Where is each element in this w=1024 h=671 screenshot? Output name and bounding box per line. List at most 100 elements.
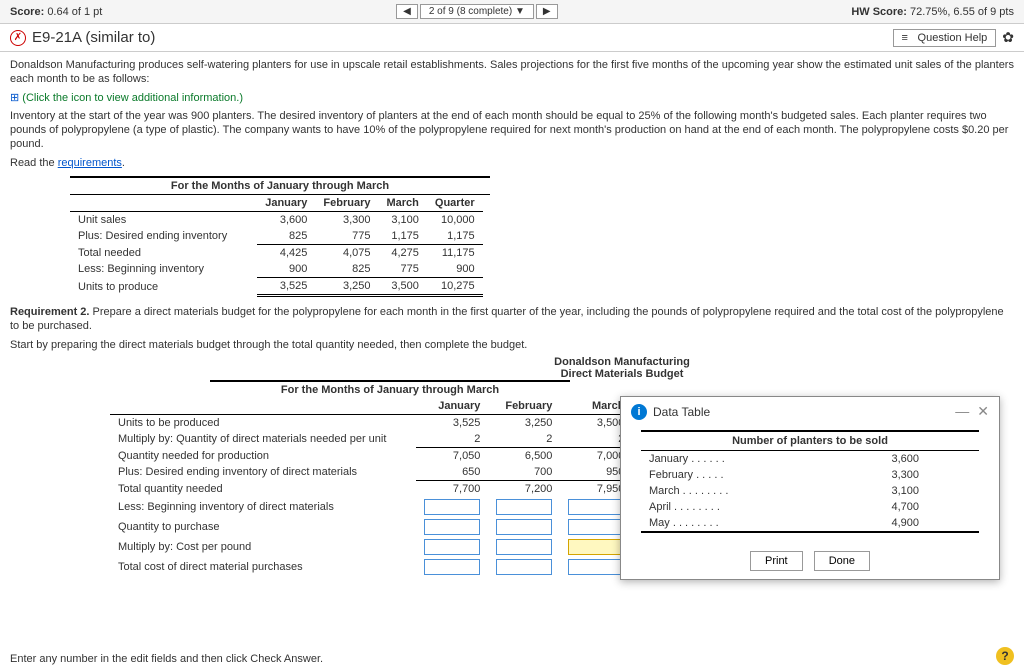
cell-value: 10,275 <box>427 278 483 296</box>
hw-score-label: HW Score: <box>851 6 907 18</box>
cell-value: 825 <box>257 228 315 245</box>
gear-icon[interactable]: ✿ <box>1002 29 1014 46</box>
popup-controls: — ✕ <box>955 403 989 420</box>
month-value: 3,300 <box>810 467 979 483</box>
close-icon[interactable]: ✕ <box>977 403 989 420</box>
minimize-icon[interactable]: — <box>955 403 969 420</box>
budget-input[interactable] <box>568 499 624 515</box>
cell-value: 4,075 <box>315 245 378 262</box>
cell-value: 775 <box>378 261 426 278</box>
budget-input[interactable] <box>424 559 480 575</box>
budget-input[interactable] <box>496 499 552 515</box>
month-value: 4,900 <box>810 515 979 532</box>
cell-value: 3,300 <box>315 212 378 229</box>
row-label: Less: Beginning inventory of direct mate… <box>110 497 416 517</box>
done-button[interactable]: Done <box>814 551 870 571</box>
row-label: Multiply by: Quantity of direct material… <box>110 431 416 448</box>
cell-value: 775 <box>315 228 378 245</box>
production-budget-table: For the Months of January through March … <box>70 176 1014 297</box>
hw-score-value: 72.75%, 6.55 of 9 pts <box>910 6 1014 18</box>
next-button[interactable]: ▶ <box>536 4 558 19</box>
cell-value: 3,525 <box>416 414 488 431</box>
table2-period: For the Months of January through March <box>210 380 570 398</box>
month-label: March . . . . . . . . <box>641 483 810 499</box>
row-label: Units to be produced <box>110 414 416 431</box>
click-info-link[interactable]: ⊞ (Click the icon to view additional inf… <box>10 91 1014 105</box>
month-label: January . . . . . . <box>641 451 810 468</box>
cell-value: 4,275 <box>378 245 426 262</box>
prev-button[interactable]: ◀ <box>396 4 418 19</box>
budget-input[interactable] <box>496 539 552 555</box>
cell-value: 3,250 <box>488 414 560 431</box>
problem-p2: Inventory at the start of the year was 9… <box>10 109 1014 152</box>
question-title: ✗ E9-21A (similar to) <box>10 29 155 46</box>
help-icon[interactable]: ? <box>996 647 1014 665</box>
cell-value: 3,600 <box>257 212 315 229</box>
score-label: Score: <box>10 6 44 18</box>
data-table-popup: i Data Table — ✕ Number of planters to b… <box>620 396 1000 580</box>
question-dropdown[interactable]: 2 of 9 (8 complete) ▼ <box>420 4 534 19</box>
cell-value: 3,525 <box>257 278 315 296</box>
popup-col-header: Number of planters to be sold <box>641 431 979 451</box>
wrong-icon: ✗ <box>10 30 26 46</box>
month-label: May . . . . . . . . <box>641 515 810 532</box>
read-requirements: Read the requirements. <box>10 156 1014 170</box>
cell-value: 700 <box>488 464 560 481</box>
nav-center: ◀ 2 of 9 (8 complete) ▼ ▶ <box>396 4 557 19</box>
cell-value: 7,700 <box>416 480 488 497</box>
popup-title: Data Table <box>653 405 710 419</box>
cell-value: 825 <box>315 261 378 278</box>
budget-input[interactable] <box>496 559 552 575</box>
requirement-2: Requirement 2. Prepare a direct material… <box>10 305 1014 334</box>
requirements-link[interactable]: requirements <box>58 157 122 169</box>
row-label: Total needed <box>70 245 257 262</box>
cell-value: 1,175 <box>378 228 426 245</box>
month-value: 4,700 <box>810 499 979 515</box>
hw-score-section: HW Score: 72.75%, 6.55 of 9 pts <box>851 6 1014 18</box>
popup-header: i Data Table — ✕ <box>621 397 999 426</box>
row-label: Plus: Desired ending inventory <box>70 228 257 245</box>
cell-value: 11,175 <box>427 245 483 262</box>
start-instruction: Start by preparing the direct materials … <box>10 338 1014 352</box>
company-name: Donaldson Manufacturing <box>230 356 1014 368</box>
title-bar: ✗ E9-21A (similar to) Question Help ✿ <box>0 24 1024 52</box>
help-box: Question Help ✿ <box>893 29 1014 47</box>
table1-title: For the Months of January through March <box>70 176 490 195</box>
footer-instruction: Enter any number in the edit fields and … <box>10 653 323 665</box>
print-button[interactable]: Print <box>750 551 803 571</box>
budget-input[interactable] <box>568 539 624 555</box>
budget-input[interactable] <box>568 519 624 535</box>
cell-value: 6,500 <box>488 447 560 464</box>
month-label: February . . . . . <box>641 467 810 483</box>
score-section: Score: 0.64 of 1 pt <box>10 6 102 18</box>
cell-value: 10,000 <box>427 212 483 229</box>
question-id: E9-21A (similar to) <box>32 29 155 46</box>
cell-value: 900 <box>427 261 483 278</box>
cell-value: 4,425 <box>257 245 315 262</box>
budget-title: Direct Materials Budget <box>230 368 1014 380</box>
row-label: Plus: Desired ending inventory of direct… <box>110 464 416 481</box>
budget-input[interactable] <box>424 519 480 535</box>
row-label: Quantity to purchase <box>110 517 416 537</box>
score-value: 0.64 of 1 pt <box>47 6 102 18</box>
cell-value: 7,050 <box>416 447 488 464</box>
cell-value: 3,500 <box>378 278 426 296</box>
cell-value: 2 <box>416 431 488 448</box>
question-help-button[interactable]: Question Help <box>893 29 997 47</box>
cell-value: 650 <box>416 464 488 481</box>
popup-data-table: Number of planters to be soldJanuary . .… <box>641 430 979 533</box>
row-label: Less: Beginning inventory <box>70 261 257 278</box>
row-label: Total cost of direct material purchases <box>110 557 416 577</box>
month-value: 3,600 <box>810 451 979 468</box>
budget-input[interactable] <box>424 499 480 515</box>
budget-input[interactable] <box>424 539 480 555</box>
problem-p1: Donaldson Manufacturing produces self-wa… <box>10 58 1014 87</box>
budget-input[interactable] <box>496 519 552 535</box>
cell-value: 900 <box>257 261 315 278</box>
row-label: Multiply by: Cost per pound <box>110 537 416 557</box>
row-label: Unit sales <box>70 212 257 229</box>
menu-icon <box>902 32 914 44</box>
budget-input[interactable] <box>568 559 624 575</box>
info-icon: i <box>631 404 647 420</box>
month-label: April . . . . . . . . <box>641 499 810 515</box>
